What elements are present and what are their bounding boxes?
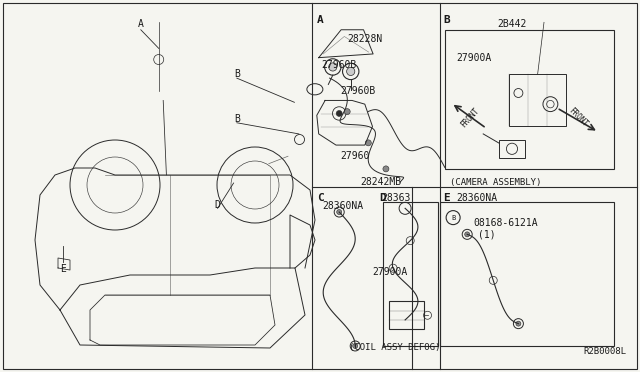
Circle shape <box>516 321 521 326</box>
Circle shape <box>337 209 342 215</box>
Text: D: D <box>214 200 221 209</box>
Circle shape <box>365 140 371 146</box>
Text: 27960: 27960 <box>340 151 370 161</box>
Text: A: A <box>138 19 144 29</box>
Text: E: E <box>444 193 451 203</box>
Bar <box>440 202 614 346</box>
Text: 2B442: 2B442 <box>497 19 527 29</box>
Text: E: E <box>60 264 66 273</box>
Bar <box>389 301 424 329</box>
Text: 28363: 28363 <box>381 193 410 203</box>
Text: R2B0008L: R2B0008L <box>583 347 626 356</box>
Text: D: D <box>380 193 387 203</box>
Bar <box>445 30 614 169</box>
Circle shape <box>383 166 389 172</box>
Text: B: B <box>234 70 240 79</box>
Text: 27960B: 27960B <box>340 86 376 96</box>
Text: FRONT: FRONT <box>566 106 589 129</box>
Circle shape <box>329 63 337 71</box>
Circle shape <box>353 343 358 349</box>
Text: (CAMERA ASSEMBLY): (CAMERA ASSEMBLY) <box>451 178 541 187</box>
Text: B: B <box>234 114 240 124</box>
Text: 28360NA: 28360NA <box>456 193 497 203</box>
Text: C: C <box>317 193 324 203</box>
Circle shape <box>344 109 350 115</box>
Text: (1): (1) <box>477 230 495 239</box>
Bar <box>383 202 438 346</box>
Text: 28228N: 28228N <box>347 34 383 44</box>
Text: 08168-6121A: 08168-6121A <box>474 218 538 228</box>
Bar <box>499 140 525 158</box>
Circle shape <box>336 110 342 116</box>
Bar <box>509 74 566 126</box>
Text: 27900A: 27900A <box>372 267 408 276</box>
Text: 28242MB: 28242MB <box>360 177 401 186</box>
Text: B: B <box>451 215 455 221</box>
Text: 27960B: 27960B <box>321 60 357 70</box>
Circle shape <box>347 67 355 76</box>
Circle shape <box>465 232 470 237</box>
Text: 28360NA: 28360NA <box>322 202 363 211</box>
Text: (COIL ASSY DEFOG): (COIL ASSY DEFOG) <box>349 343 440 352</box>
Text: FRONT: FRONT <box>460 106 481 129</box>
Text: A: A <box>317 15 324 25</box>
Text: 27900A: 27900A <box>456 53 492 62</box>
Text: B: B <box>444 15 451 25</box>
